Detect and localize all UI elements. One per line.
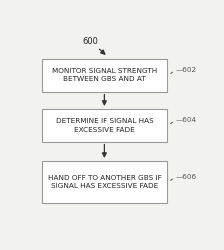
FancyBboxPatch shape <box>42 161 167 203</box>
Text: —602: —602 <box>176 67 197 73</box>
Text: MONITOR SIGNAL STRENGTH
BETWEEN GBS AND AT: MONITOR SIGNAL STRENGTH BETWEEN GBS AND … <box>52 68 157 82</box>
Text: —604: —604 <box>176 117 197 123</box>
Text: DETERMINE IF SIGNAL HAS
EXCESSIVE FADE: DETERMINE IF SIGNAL HAS EXCESSIVE FADE <box>56 118 153 132</box>
Text: HAND OFF TO ANOTHER GBS IF
SIGNAL HAS EXCESSIVE FADE: HAND OFF TO ANOTHER GBS IF SIGNAL HAS EX… <box>47 175 161 189</box>
FancyBboxPatch shape <box>42 109 167 142</box>
Text: —606: —606 <box>176 174 197 180</box>
FancyBboxPatch shape <box>42 59 167 92</box>
Text: 600: 600 <box>83 37 98 46</box>
